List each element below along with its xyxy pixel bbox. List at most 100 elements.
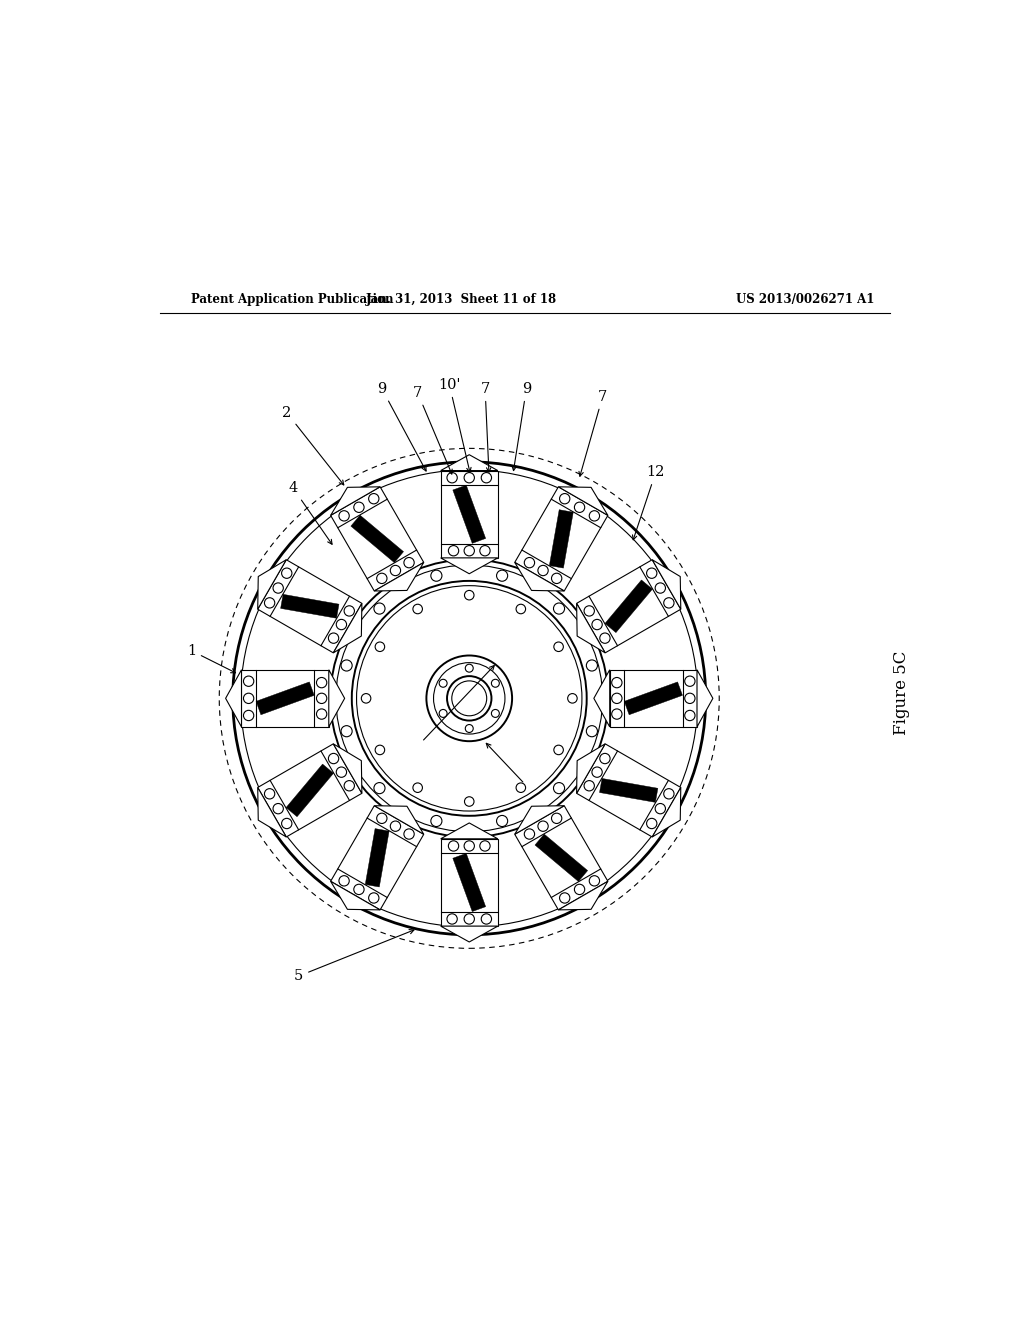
Polygon shape [515,550,571,591]
Circle shape [559,892,570,903]
Polygon shape [440,927,498,942]
Circle shape [403,557,415,568]
Polygon shape [368,550,424,591]
Circle shape [574,884,585,895]
Circle shape [446,913,458,924]
Text: Jan. 31, 2013  Sheet 11 of 18: Jan. 31, 2013 Sheet 11 of 18 [366,293,557,306]
Circle shape [600,754,610,764]
Polygon shape [329,669,345,727]
Polygon shape [242,669,256,727]
Text: 7: 7 [579,389,607,477]
Circle shape [646,818,657,829]
Circle shape [449,841,459,851]
Circle shape [574,502,585,512]
Circle shape [524,829,535,840]
Polygon shape [535,834,588,882]
Polygon shape [594,669,609,727]
Circle shape [538,821,548,832]
Polygon shape [351,515,403,562]
Circle shape [611,693,622,704]
Polygon shape [258,560,299,616]
Polygon shape [558,487,608,515]
Polygon shape [331,487,387,528]
Circle shape [584,606,594,616]
Text: 9: 9 [377,381,426,471]
Circle shape [449,545,459,556]
Circle shape [589,875,600,886]
Circle shape [592,767,602,777]
Text: 4: 4 [289,480,332,544]
Circle shape [464,913,474,924]
Polygon shape [286,764,334,817]
Polygon shape [440,544,498,558]
Circle shape [390,821,400,832]
Circle shape [524,557,535,568]
Circle shape [464,545,474,556]
Polygon shape [321,744,361,800]
Polygon shape [605,579,652,632]
Polygon shape [334,744,361,793]
Polygon shape [625,682,682,714]
Text: Figure 5C: Figure 5C [893,651,909,735]
Circle shape [611,677,622,688]
Circle shape [589,511,600,521]
Circle shape [464,841,474,851]
Polygon shape [334,603,361,653]
Polygon shape [440,454,498,471]
Circle shape [481,473,492,483]
Text: 9: 9 [512,381,531,470]
Circle shape [273,804,284,814]
Polygon shape [258,560,287,610]
Circle shape [316,709,327,719]
Circle shape [344,606,354,616]
Circle shape [611,709,622,719]
Circle shape [664,598,674,609]
Circle shape [685,693,695,704]
Circle shape [336,767,346,777]
Polygon shape [515,805,564,834]
Polygon shape [549,510,573,568]
Polygon shape [331,882,380,909]
Polygon shape [225,669,242,727]
Circle shape [646,568,657,578]
Polygon shape [258,788,287,837]
Polygon shape [577,744,617,800]
Polygon shape [683,669,697,727]
Polygon shape [453,486,485,544]
Circle shape [664,788,674,799]
Polygon shape [551,869,608,909]
Polygon shape [331,869,387,909]
Circle shape [282,568,292,578]
Polygon shape [551,487,608,528]
Circle shape [464,473,474,483]
Circle shape [282,818,292,829]
Circle shape [264,598,274,609]
Circle shape [377,813,387,824]
Polygon shape [440,558,498,574]
Circle shape [655,583,666,593]
Text: 7: 7 [413,385,453,474]
Circle shape [369,892,379,903]
Circle shape [244,693,254,704]
Circle shape [369,494,379,504]
Polygon shape [281,594,339,618]
Text: Patent Application Publication: Patent Application Publication [191,293,394,306]
Polygon shape [609,669,624,727]
Circle shape [592,619,602,630]
Circle shape [264,788,274,799]
Circle shape [353,502,365,512]
Text: US 2013/0026271 A1: US 2013/0026271 A1 [735,293,873,306]
Text: 12: 12 [633,465,665,540]
Circle shape [481,913,492,924]
Polygon shape [440,838,498,853]
Circle shape [584,780,594,791]
Circle shape [390,565,400,576]
Polygon shape [577,597,617,653]
Circle shape [600,634,610,643]
Polygon shape [558,882,608,909]
Polygon shape [321,597,361,653]
Text: 10': 10' [438,378,471,473]
Circle shape [403,829,415,840]
Circle shape [339,511,349,521]
Polygon shape [440,471,498,484]
